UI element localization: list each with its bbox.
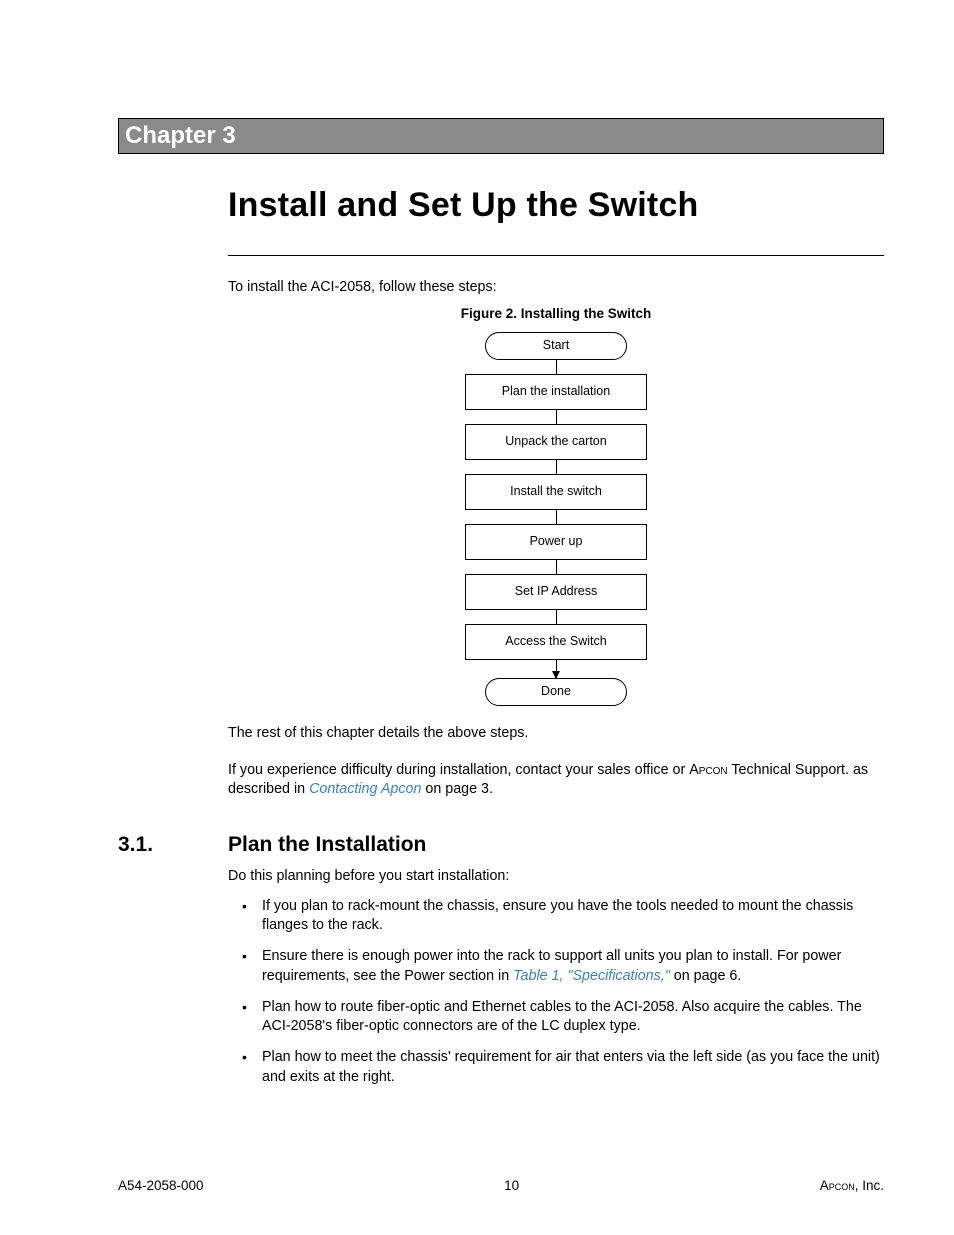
- list-item: Plan how to route fiber-optic and Ethern…: [228, 998, 884, 1037]
- bullet-text: on page 6.: [670, 968, 742, 984]
- footer-doc-id: A54-2058-000: [118, 1178, 204, 1193]
- flow-label: Plan the installation: [502, 383, 610, 400]
- para-rest: The rest of this chapter details the abo…: [228, 724, 884, 743]
- flow-label: Install the switch: [510, 483, 602, 500]
- section-heading: 3.1. Plan the Installation: [118, 833, 884, 857]
- page-footer: A54-2058-000 10 Apcon, Inc.: [118, 1178, 884, 1193]
- flow-connector: [556, 560, 557, 574]
- figure-caption: Figure 2. Installing the Switch: [228, 305, 884, 323]
- flow-node-unpack: Unpack the carton: [465, 424, 647, 460]
- title-rule: [228, 255, 884, 256]
- flowchart: Start Plan the installation Unpack the c…: [456, 332, 656, 706]
- flow-label: Done: [541, 683, 571, 700]
- flow-label: Power up: [530, 533, 583, 550]
- flow-connector: [556, 360, 557, 374]
- list-item: Ensure there is enough power into the ra…: [228, 947, 884, 986]
- text: , Inc.: [855, 1178, 884, 1193]
- flow-connector-arrow: [556, 660, 557, 678]
- bullet-text: Plan how to route fiber-optic and Ethern…: [262, 999, 862, 1034]
- flow-connector: [556, 460, 557, 474]
- list-item: Plan how to meet the chassis' requiremen…: [228, 1048, 884, 1087]
- flow-node-start: Start: [485, 332, 627, 360]
- flow-node-access: Access the Switch: [465, 624, 647, 660]
- brand-name: Apcon: [689, 762, 727, 778]
- text: If you experience difficulty during inst…: [228, 762, 689, 778]
- chapter-label: Chapter 3: [125, 122, 236, 150]
- link-table-specifications[interactable]: Table 1, "Specifications,": [513, 968, 670, 984]
- flow-node-install: Install the switch: [465, 474, 647, 510]
- footer-company: Apcon, Inc.: [820, 1178, 884, 1193]
- flow-node-ip: Set IP Address: [465, 574, 647, 610]
- flow-label: Access the Switch: [505, 633, 606, 650]
- list-item: If you plan to rack-mount the chassis, e…: [228, 897, 884, 936]
- section-lead: Do this planning before you start instal…: [228, 867, 884, 886]
- section-number: 3.1.: [118, 833, 228, 857]
- para-support: If you experience difficulty during inst…: [228, 761, 884, 800]
- flow-node-power: Power up: [465, 524, 647, 560]
- flow-label: Set IP Address: [515, 583, 597, 600]
- flow-node-plan: Plan the installation: [465, 374, 647, 410]
- bullet-text: If you plan to rack-mount the chassis, e…: [262, 898, 853, 933]
- flow-node-done: Done: [485, 678, 627, 706]
- bullet-list: If you plan to rack-mount the chassis, e…: [228, 897, 884, 1087]
- section-title: Plan the Installation: [228, 833, 426, 857]
- flow-connector: [556, 510, 557, 524]
- page-title: Install and Set Up the Switch: [228, 186, 884, 225]
- flow-connector: [556, 610, 557, 624]
- flow-label: Start: [543, 337, 569, 354]
- chapter-bar: Chapter 3: [118, 118, 884, 154]
- link-contacting-apcon[interactable]: Contacting Apcon: [309, 781, 421, 797]
- brand-name: Apcon: [820, 1178, 855, 1193]
- flow-connector: [556, 410, 557, 424]
- intro-text: To install the ACI-2058, follow these st…: [228, 278, 884, 297]
- footer-page-number: 10: [504, 1178, 519, 1193]
- flow-label: Unpack the carton: [505, 433, 606, 450]
- text: on page 3.: [421, 781, 493, 797]
- body: To install the ACI-2058, follow these st…: [228, 278, 884, 799]
- section-body: Do this planning before you start instal…: [228, 867, 884, 1087]
- bullet-text: Plan how to meet the chassis' requiremen…: [262, 1049, 880, 1084]
- page: Chapter 3 Install and Set Up the Switch …: [0, 0, 954, 1235]
